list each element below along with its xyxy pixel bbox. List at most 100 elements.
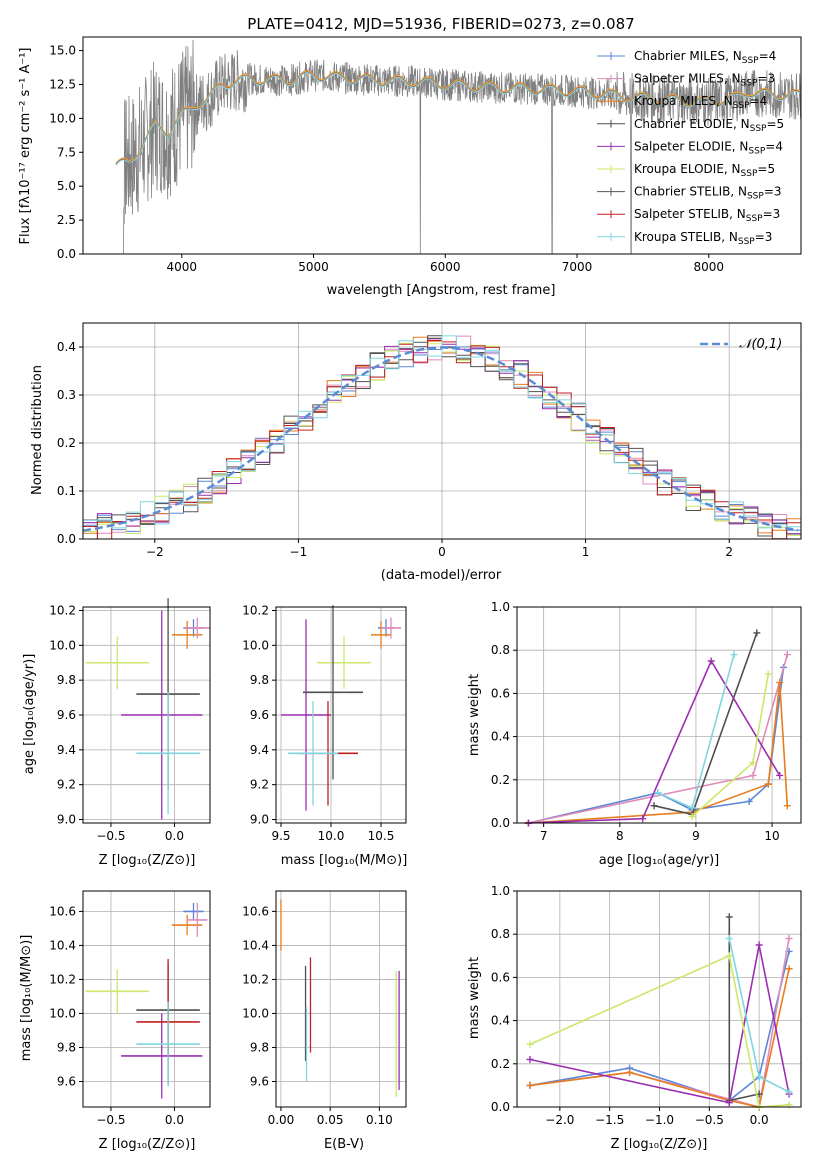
y-tick-label: 9.8 bbox=[57, 1040, 76, 1054]
x-tick-label: 6000 bbox=[430, 260, 461, 274]
residuals-histograms bbox=[83, 335, 801, 540]
y-tick-label: 1.0 bbox=[491, 600, 510, 614]
x-tick-label: 0 bbox=[438, 545, 446, 559]
y-tick-label: 0.0 bbox=[57, 247, 76, 261]
legend-label: Kroupa STELIB, NSSP=3 bbox=[634, 230, 772, 247]
y-tick-label: 0.8 bbox=[491, 927, 510, 941]
residual-histogram bbox=[83, 335, 801, 529]
x-tick-label: 0.00 bbox=[268, 1113, 295, 1127]
mass-weight-point bbox=[785, 935, 793, 943]
y-tick-label: 1.0 bbox=[491, 884, 510, 898]
x-tick-label: −1 bbox=[290, 545, 308, 559]
mass-weight-point bbox=[749, 759, 757, 767]
mass-weight-point bbox=[688, 813, 696, 821]
mass-weight-point bbox=[707, 657, 715, 665]
spectrum-legend: Chabrier MILES, NSSP=4 Salpeter MILES, NS… bbox=[597, 49, 784, 247]
mass-weight-point bbox=[626, 1068, 634, 1076]
mass-weight-point bbox=[526, 1055, 534, 1063]
x-tick-label: −1.5 bbox=[595, 1113, 624, 1127]
spectrum-ylabel: Flux [fλ10⁻¹⁷ erg cm⁻² s⁻¹ A⁻¹] bbox=[18, 48, 33, 245]
massweight-vs-age-ylabel: mass weight bbox=[467, 674, 482, 756]
x-tick-label: 9.5 bbox=[271, 829, 290, 843]
y-tick-label: 12.5 bbox=[49, 77, 76, 91]
mass-vs-ebv-panel: E(B-V) 0.00 0.05 0.10 9.6 9.8 10.0 10.2 10.4 10.… bbox=[242, 890, 407, 1152]
y-tick-label: 10.0 bbox=[49, 1006, 76, 1020]
mass-weight-point bbox=[755, 1073, 763, 1081]
y-tick-label: 9.6 bbox=[57, 708, 76, 722]
y-tick-label: 7.5 bbox=[57, 145, 76, 159]
mass-weight-point bbox=[725, 935, 733, 943]
y-tick-label: 0.0 bbox=[491, 816, 510, 830]
x-tick-label: 7 bbox=[540, 829, 548, 843]
y-tick-label: 0.6 bbox=[491, 686, 510, 700]
axes-frame bbox=[82, 890, 211, 1108]
spectrum-lines bbox=[115, 39, 801, 254]
y-tick-label: 9.4 bbox=[57, 743, 76, 757]
mass-weight-line bbox=[528, 667, 785, 824]
x-tick-label: 0.0 bbox=[165, 1113, 184, 1127]
x-tick-label: 0.0 bbox=[165, 829, 184, 843]
y-tick-label: 0.1 bbox=[57, 484, 76, 498]
y-tick-label: 10.2 bbox=[49, 603, 76, 617]
x-tick-label: 8000 bbox=[694, 260, 725, 274]
y-tick-label: 0.4 bbox=[57, 340, 76, 354]
mass-weight-line bbox=[529, 944, 790, 1104]
legend-label: Kroupa MILES, NSSP=4 bbox=[634, 94, 767, 111]
y-tick-label: 10.4 bbox=[242, 938, 269, 952]
x-tick-label: 8 bbox=[616, 829, 624, 843]
y-tick-label: 10.4 bbox=[49, 938, 76, 952]
x-tick-label: −0.5 bbox=[96, 1113, 125, 1127]
y-tick-label: 0.3 bbox=[57, 388, 76, 402]
mass-weight-point bbox=[650, 802, 658, 810]
normal-curve bbox=[82, 346, 799, 532]
mass-weight-line bbox=[528, 659, 781, 824]
y-tick-label: 9.6 bbox=[57, 1074, 76, 1088]
y-tick-label: 2.5 bbox=[57, 213, 76, 227]
axes-frame bbox=[516, 606, 802, 824]
x-tick-label: 0.0 bbox=[750, 1113, 769, 1127]
y-tick-label: 9.0 bbox=[57, 813, 76, 827]
age-vs-mass-panel: mass [log₁₀(M/M⊙)] 9.5 10.0 10.59.09.29.49… bbox=[242, 603, 407, 868]
y-tick-label: 0.2 bbox=[57, 436, 76, 450]
mass-weight-point bbox=[764, 780, 772, 788]
legend-label: Salpeter ELODIE, NSSP=4 bbox=[634, 139, 783, 156]
x-tick-label: −1.0 bbox=[645, 1113, 674, 1127]
y-tick-label: 10.2 bbox=[49, 972, 76, 986]
mass-weight-point bbox=[730, 651, 738, 659]
mass-weight-point bbox=[776, 679, 784, 687]
x-tick-label: 10.5 bbox=[368, 829, 395, 843]
age-vs-z-panel: Z [log₁₀(Z/Z⊙)] age [log₁₀(age/yr)] −0.5… bbox=[22, 598, 211, 868]
y-tick-label: 0.2 bbox=[491, 773, 510, 787]
age-vs-z-ylabel: age [log₁₀(age/yr)] bbox=[22, 654, 37, 775]
legend-label: Chabrier ELODIE, NSSP=5 bbox=[634, 117, 784, 134]
mass-weight-point bbox=[526, 1081, 534, 1089]
massweight-vs-z-xlabel: Z [log₁₀(Z/Z⊙)] bbox=[611, 1137, 708, 1152]
x-tick-label: −2.0 bbox=[545, 1113, 574, 1127]
x-tick-label: 2 bbox=[725, 545, 733, 559]
legend-label: Chabrier MILES, NSSP=4 bbox=[634, 49, 776, 66]
spectrum-axes: 4000 5000 6000 7000 8000 0.0 2.5 5.0 7.5 10.0 12.5… bbox=[49, 36, 802, 274]
y-tick-label: 10.0 bbox=[49, 638, 76, 652]
mass-weight-point bbox=[749, 771, 757, 779]
y-tick-label: 10.0 bbox=[242, 638, 269, 652]
y-tick-label: 15.0 bbox=[49, 44, 76, 58]
spectrum-title: PLATE=0412, MJD=51936, FIBERID=0273, z=0… bbox=[247, 15, 634, 33]
mass-weight-point bbox=[725, 1099, 733, 1107]
mass-weight-point bbox=[785, 1088, 793, 1096]
spectrum-model-line bbox=[115, 72, 801, 166]
y-tick-label: 9.6 bbox=[250, 708, 269, 722]
axes-frame bbox=[275, 606, 407, 824]
mass-weight-point bbox=[783, 651, 791, 659]
panel-content: 9.5 10.0 10.5 9.0 9.2 9.4 9.6 9.8 10.0 10.2 bbox=[242, 603, 407, 843]
residuals-legend: 𝒩(0,1) bbox=[700, 337, 782, 352]
axes-frame bbox=[82, 36, 802, 255]
spectrum-panel: PLATE=0412, MJD=51936, FIBERID=0273, z=0… bbox=[18, 15, 802, 298]
legend-label: Chabrier STELIB, NSSP=3 bbox=[634, 185, 782, 202]
x-tick-label: 9 bbox=[692, 829, 700, 843]
x-tick-label: 5000 bbox=[298, 260, 329, 274]
mass-vs-ebv-xlabel: E(B-V) bbox=[324, 1137, 364, 1152]
legend-label: Salpeter STELIB, NSSP=3 bbox=[634, 207, 780, 224]
y-tick-label: 0.6 bbox=[491, 970, 510, 984]
y-tick-label: 0.2 bbox=[491, 1057, 510, 1071]
mass-weight-point bbox=[654, 789, 662, 797]
